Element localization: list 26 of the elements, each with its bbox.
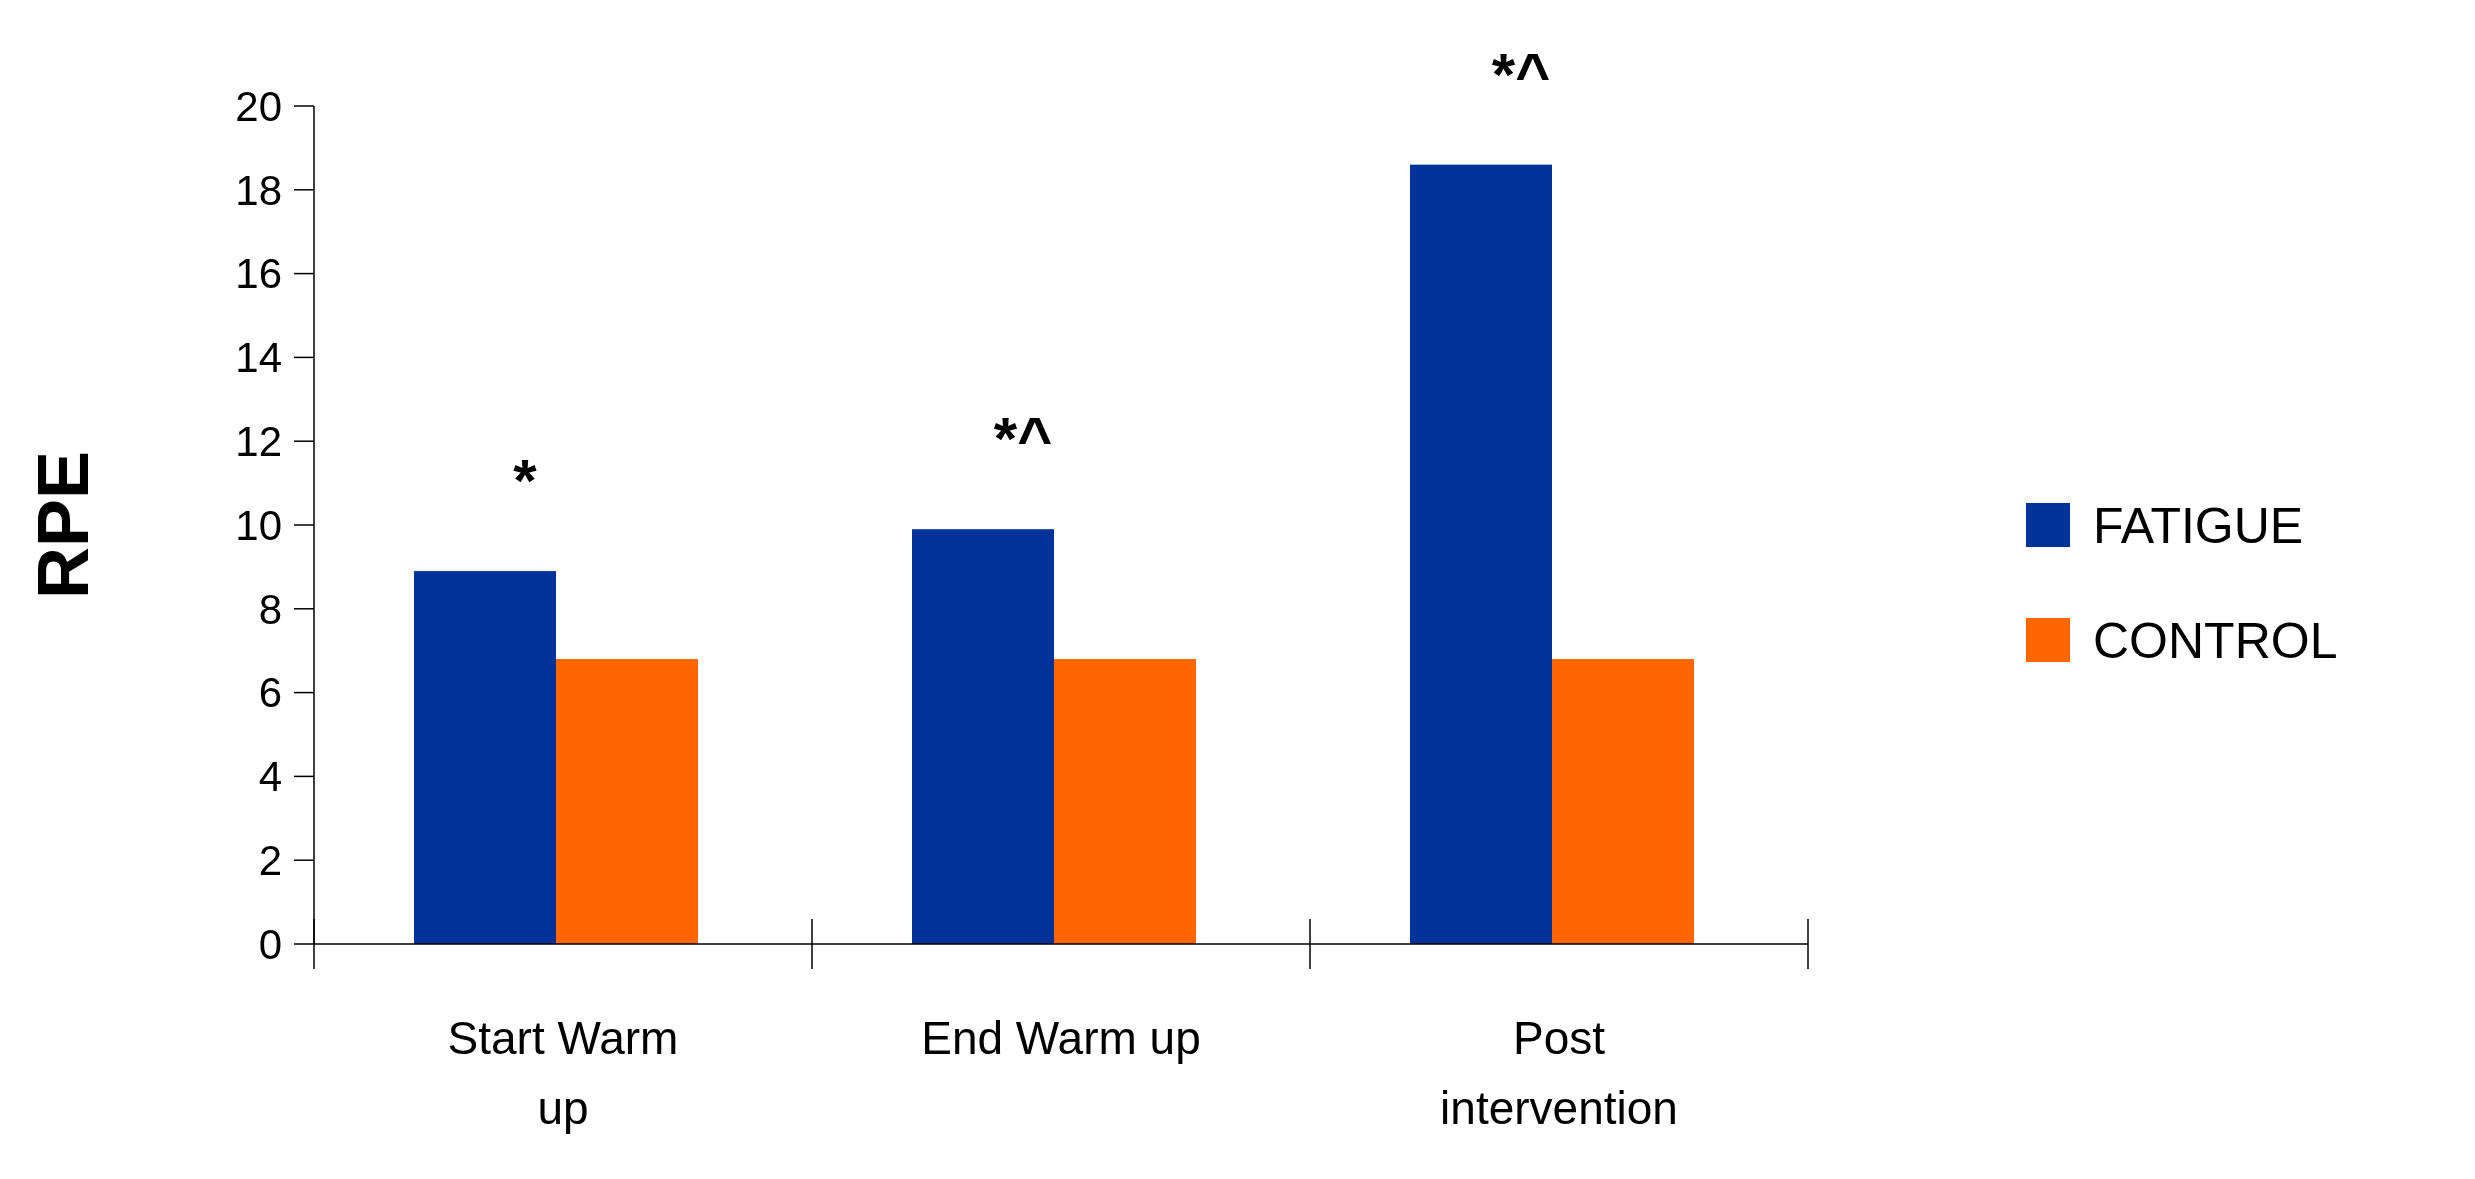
y-tick-label: 16 [235,250,282,298]
y-tick-label: 6 [258,669,282,717]
y-tick-label: 18 [235,166,282,214]
annotation: *^ [1491,40,1551,108]
y-tick-label: 20 [235,82,282,130]
x-tick-label: End Warm up [921,1012,1201,1064]
bar [556,659,698,944]
x-tick-label: Post intervention [1440,1012,1678,1134]
bar [1410,164,1552,944]
legend-label: CONTROL [2093,612,2338,669]
y-tick-label: 10 [235,501,282,549]
y-axis-title: RPE [23,450,103,600]
y-tick-label: 14 [235,334,282,382]
y-tick-label: 0 [258,920,282,968]
x-tick-label: Start Warm up [447,1012,679,1134]
y-tick-label: 2 [258,836,282,884]
y-tick-label: 12 [235,417,282,465]
legend-label: FATIGUE [2093,497,2304,554]
annotation: * [513,447,538,515]
bar [1552,659,1694,944]
y-tick-label: 4 [258,753,282,801]
annotation: *^ [993,405,1053,473]
y-tick-label: 8 [258,585,282,633]
bar [414,571,556,944]
bar [912,529,1054,944]
bar [1054,659,1196,944]
